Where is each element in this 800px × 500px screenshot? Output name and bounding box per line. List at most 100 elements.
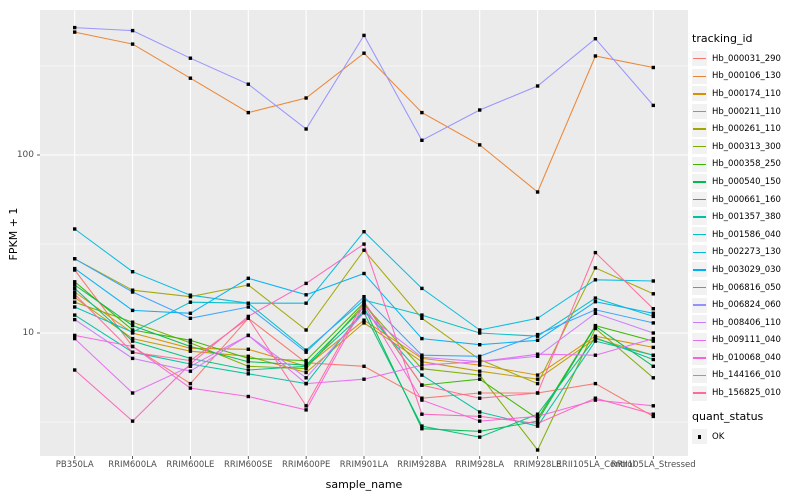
data-point-marker bbox=[130, 28, 135, 33]
data-point-marker bbox=[478, 343, 482, 347]
data-point-marker bbox=[593, 381, 598, 386]
data-point-marker bbox=[535, 373, 540, 377]
legend-key bbox=[692, 385, 707, 401]
data-point-marker bbox=[246, 276, 250, 280]
legend-entry: Hb_000106_130 bbox=[692, 68, 800, 86]
data-point-marker bbox=[73, 313, 77, 317]
data-point-marker bbox=[593, 250, 598, 255]
legend-key-line-icon bbox=[693, 216, 706, 218]
legend-entry-label: OK bbox=[712, 431, 725, 442]
data-point-marker bbox=[188, 300, 193, 304]
data-point-marker bbox=[246, 305, 250, 309]
data-point-marker bbox=[304, 358, 308, 363]
legend-entry: Hb_009111_040 bbox=[692, 332, 800, 350]
data-point-marker bbox=[478, 143, 482, 147]
data-point-marker bbox=[73, 317, 77, 322]
data-point-marker bbox=[478, 377, 482, 381]
data-point-marker bbox=[651, 65, 655, 70]
data-point-marker bbox=[362, 305, 366, 309]
data-point-marker bbox=[420, 363, 424, 367]
data-point-marker bbox=[593, 396, 598, 400]
data-point-marker bbox=[478, 396, 482, 400]
data-point-marker bbox=[362, 303, 366, 307]
data-point-marker bbox=[73, 290, 77, 294]
data-point-marker bbox=[420, 412, 424, 416]
data-point-marker bbox=[535, 190, 540, 194]
legend-key bbox=[692, 244, 707, 260]
data-point-marker bbox=[593, 398, 598, 402]
legend-entry-label: Hb_003029_030 bbox=[712, 264, 781, 275]
data-point-marker bbox=[420, 367, 424, 371]
data-point-marker bbox=[478, 108, 482, 112]
legend-key-line-icon bbox=[693, 392, 706, 394]
legend-entry: Hb_000540_150 bbox=[692, 173, 800, 191]
legend-entry-label: Hb_000106_130 bbox=[712, 71, 781, 82]
data-point-marker bbox=[130, 330, 135, 334]
data-point-marker bbox=[651, 353, 655, 357]
legend-entry-label: Hb_001357_380 bbox=[712, 212, 781, 223]
data-point-marker bbox=[420, 396, 424, 400]
data-point-marker bbox=[535, 391, 540, 395]
legend-entry-quant-ok: OK bbox=[692, 428, 800, 446]
x-tick-label: RRIM928LE bbox=[513, 460, 562, 470]
legend-entry: Hb_000261_110 bbox=[692, 120, 800, 138]
x-tick-label: RRIM928BA bbox=[397, 460, 447, 470]
x-tick-label: RRIM901LA bbox=[339, 460, 389, 470]
data-point-marker bbox=[246, 314, 250, 319]
legend-key-line-icon bbox=[693, 58, 706, 60]
legend-key bbox=[692, 192, 707, 208]
legend-entry-label: Hb_010068_040 bbox=[712, 352, 781, 363]
data-point-marker bbox=[188, 293, 193, 297]
data-point-marker bbox=[304, 370, 308, 375]
legend-entry-label: Hb_002273_130 bbox=[712, 247, 781, 258]
data-point-marker bbox=[362, 242, 366, 246]
legend-entry: Hb_010068_040 bbox=[692, 349, 800, 367]
data-point-marker bbox=[362, 364, 366, 368]
data-point-marker bbox=[130, 356, 135, 361]
x-tick-label: RRIM928LA bbox=[455, 460, 505, 470]
data-point-marker bbox=[478, 419, 482, 423]
data-point-marker bbox=[651, 311, 655, 315]
legend-entry-label: Hb_000211_110 bbox=[712, 106, 781, 117]
legend-entry-label: Hb_001586_040 bbox=[712, 229, 781, 240]
data-point-marker bbox=[651, 103, 655, 108]
x-axis-title: sample_name bbox=[325, 478, 403, 491]
legend-entry: Hb_000211_110 bbox=[692, 103, 800, 121]
legend-key bbox=[692, 68, 707, 84]
data-point-marker bbox=[73, 300, 77, 304]
data-point-marker bbox=[188, 381, 193, 386]
data-point-marker bbox=[651, 314, 655, 319]
data-point-marker bbox=[73, 336, 77, 341]
data-point-marker bbox=[535, 424, 540, 428]
legend-key-line-icon bbox=[693, 286, 706, 289]
legend-key bbox=[692, 262, 707, 278]
data-point-marker bbox=[246, 283, 250, 287]
data-point-marker bbox=[130, 336, 135, 341]
data-point-marker bbox=[651, 357, 655, 362]
data-point-marker bbox=[246, 372, 250, 376]
data-point-marker bbox=[420, 110, 424, 115]
data-point-marker bbox=[188, 344, 193, 349]
legend-key bbox=[692, 332, 707, 348]
data-point-marker bbox=[188, 369, 193, 373]
data-point-marker bbox=[246, 110, 250, 115]
x-tick-label: RRII105LA_Control bbox=[556, 460, 635, 470]
legend-key-line-icon bbox=[693, 75, 706, 78]
legend-entry: Hb_000174_110 bbox=[692, 85, 800, 103]
data-point-marker bbox=[535, 354, 540, 358]
x-tick-label: RRIM600LE bbox=[166, 460, 215, 470]
data-point-marker bbox=[535, 377, 540, 381]
legend-entry: Hb_008406_110 bbox=[692, 314, 800, 332]
data-point-marker bbox=[478, 328, 482, 332]
legend-key bbox=[692, 104, 707, 120]
data-point-marker bbox=[478, 363, 482, 367]
data-point-marker bbox=[130, 328, 135, 332]
legend-entry-label: Hb_006816_050 bbox=[712, 282, 781, 293]
data-point-marker bbox=[362, 230, 366, 234]
data-point-marker bbox=[478, 410, 482, 414]
data-point-marker bbox=[651, 376, 655, 380]
data-point-marker bbox=[246, 364, 250, 368]
data-point-marker bbox=[420, 336, 424, 341]
data-point-marker bbox=[478, 414, 482, 419]
